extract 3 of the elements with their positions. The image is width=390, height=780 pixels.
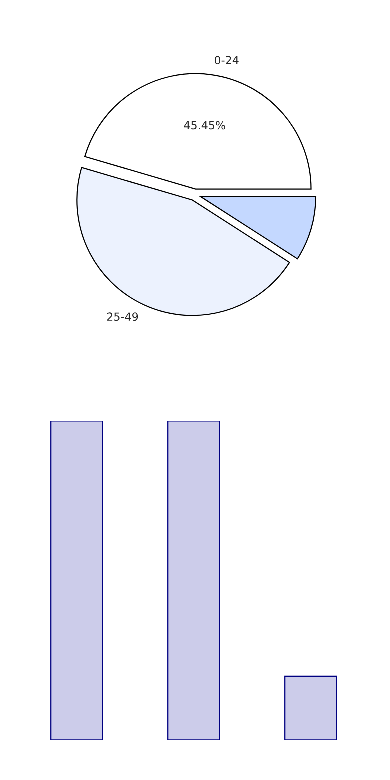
data-label: 45.45% (184, 121, 226, 130)
slice-label: 25-49 (107, 312, 138, 322)
slice-label: 0-24 (214, 56, 239, 65)
